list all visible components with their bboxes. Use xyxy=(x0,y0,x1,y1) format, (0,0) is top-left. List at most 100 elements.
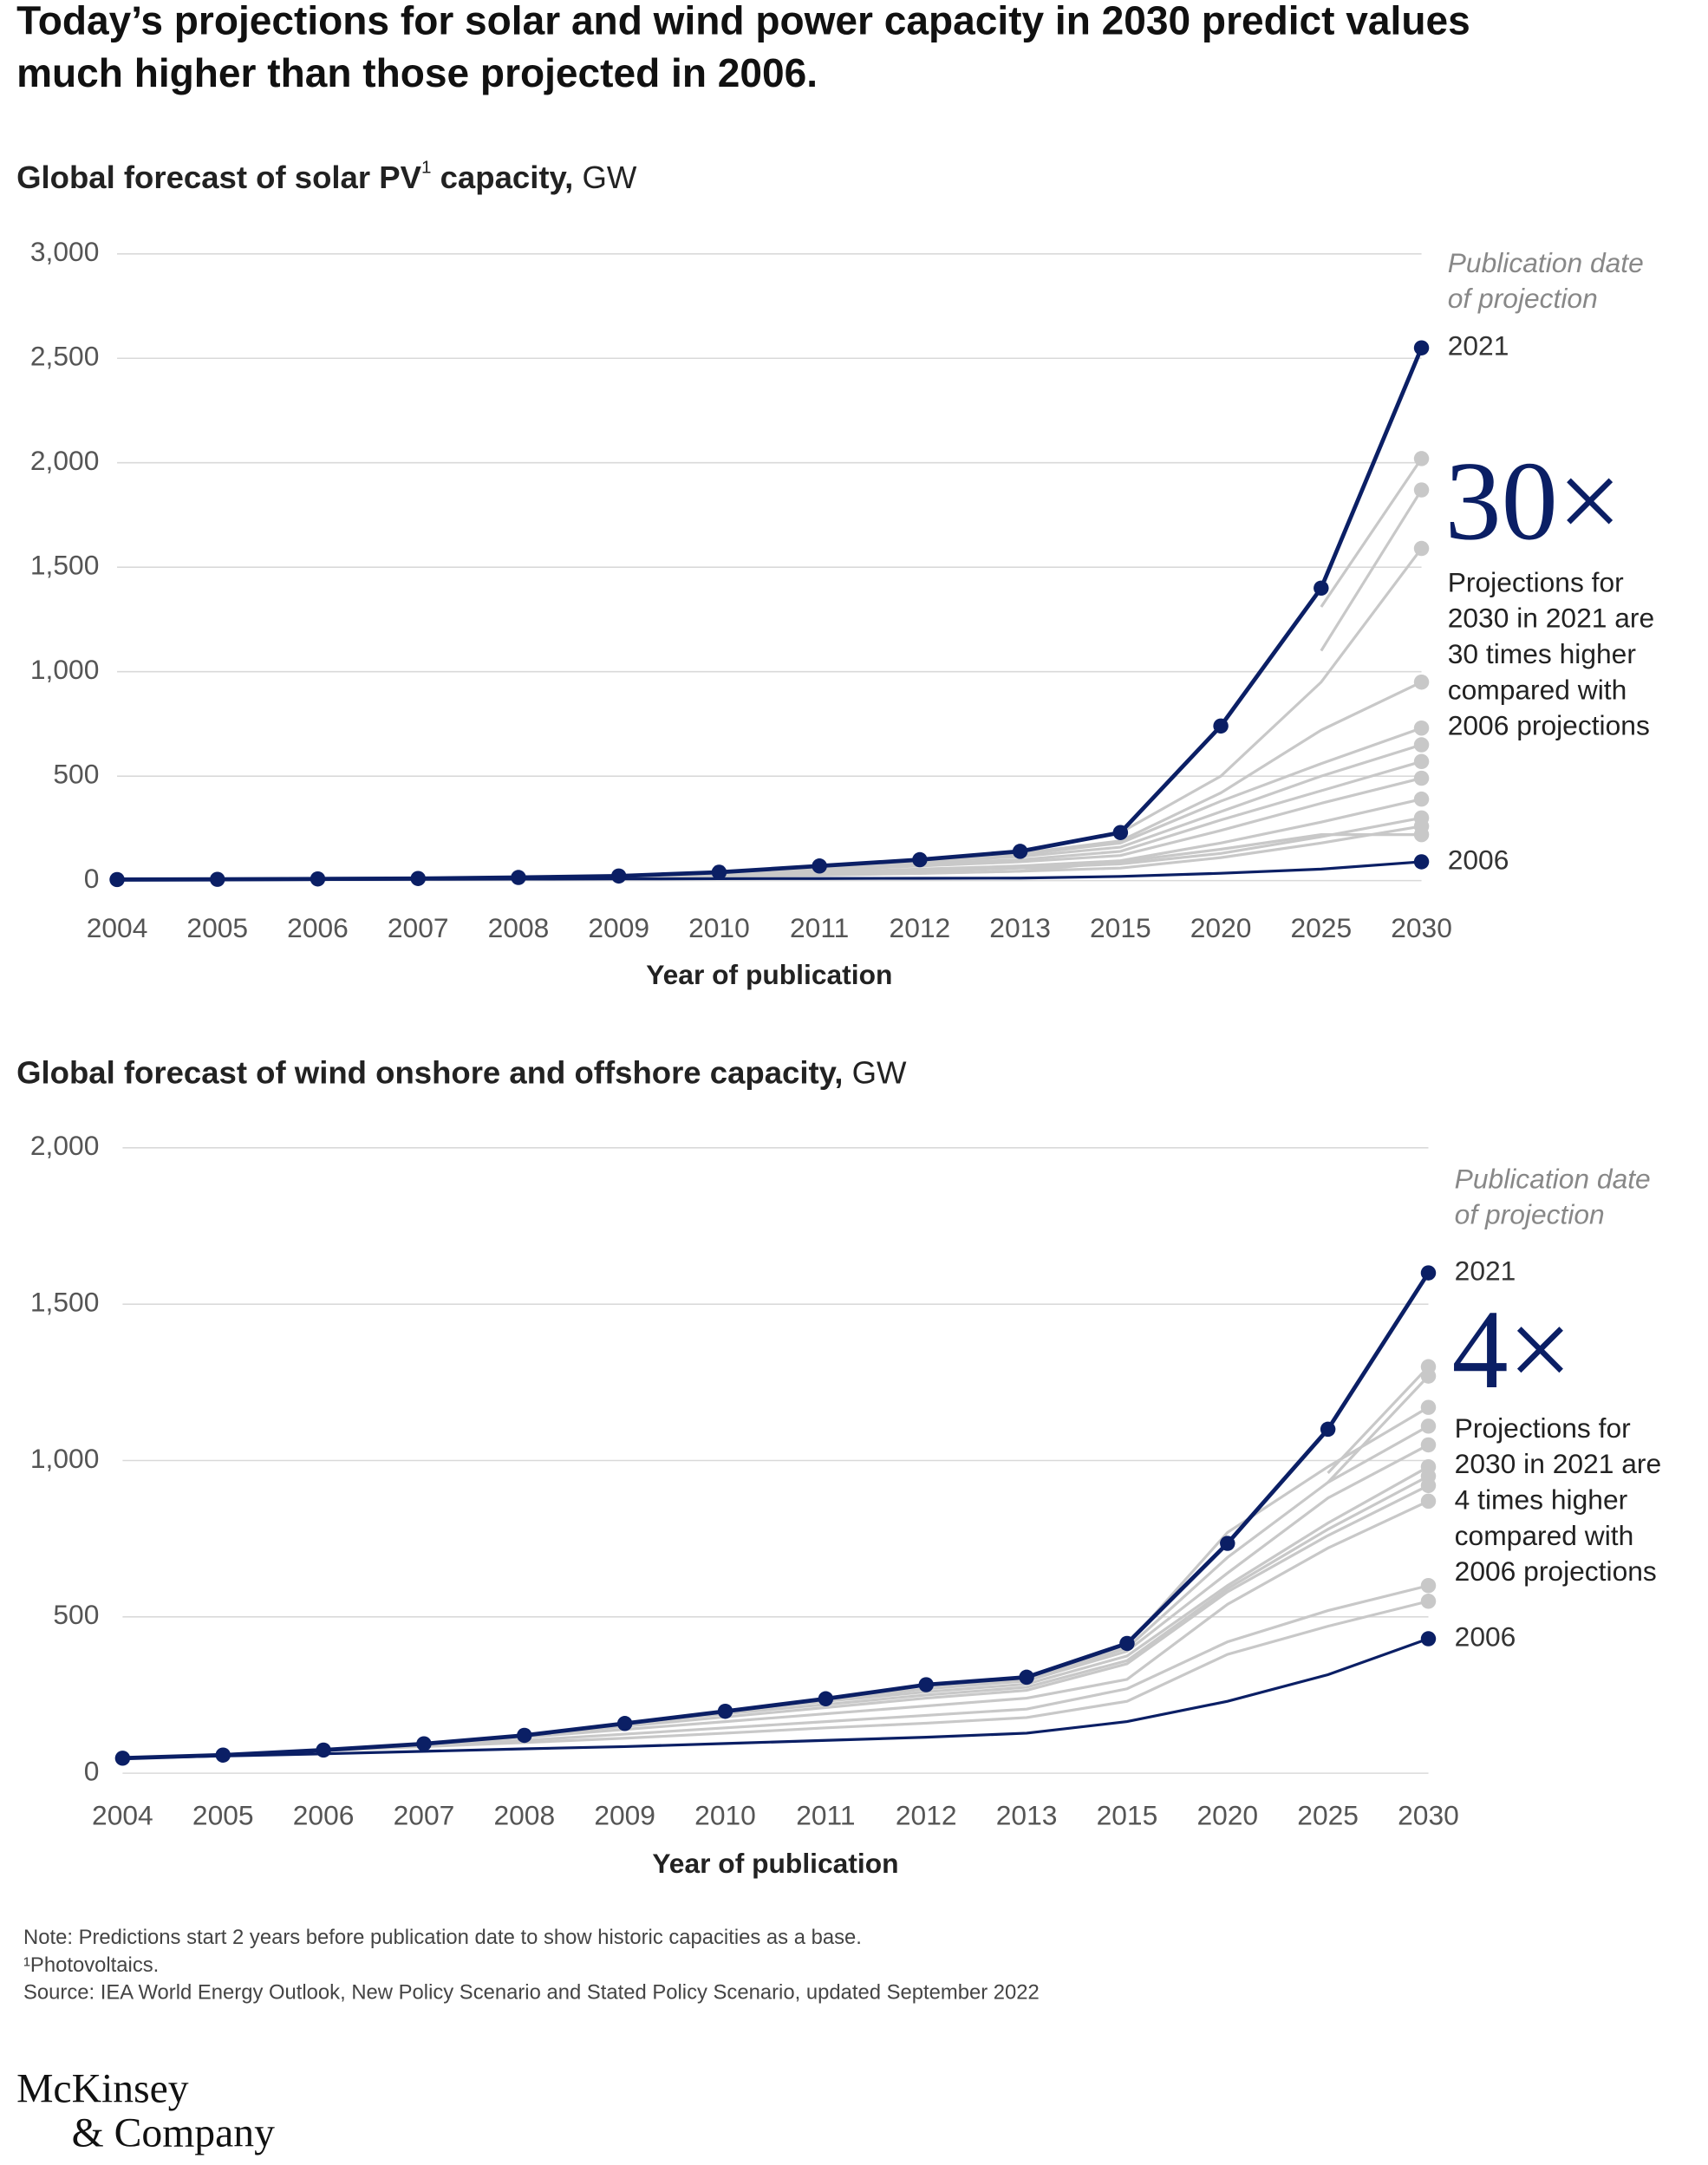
point xyxy=(1420,1265,1437,1281)
annotation-header: of projection xyxy=(1455,1199,1605,1230)
series-line xyxy=(719,743,1423,874)
chart-title-part: Global forecast of wind onshore and offs… xyxy=(16,1054,843,1090)
x-tick-label: 2015 xyxy=(1090,912,1151,943)
x-tick-label: 2007 xyxy=(394,1799,455,1830)
y-tick-label: 2,000 xyxy=(30,445,100,476)
page-title: much higher than those projected in 2006… xyxy=(16,50,818,95)
series-line xyxy=(819,727,1423,868)
y-tick-label: 0 xyxy=(84,863,100,894)
point xyxy=(1413,770,1430,786)
spacer xyxy=(843,1054,851,1090)
x-tick-label: 2015 xyxy=(1097,1799,1158,1830)
x-tick-label: 2030 xyxy=(1398,1799,1459,1830)
point xyxy=(1420,1477,1437,1494)
chart-title-part: GW xyxy=(852,1054,907,1090)
x-tick-label: 2010 xyxy=(688,912,750,943)
x-tick-label: 2006 xyxy=(287,912,349,943)
chart-title-part: 1 xyxy=(421,158,431,178)
annotation-header: of projection xyxy=(1448,283,1598,314)
point xyxy=(1213,718,1229,734)
y-tick-label: 0 xyxy=(84,1756,100,1787)
point xyxy=(1420,1418,1437,1434)
point xyxy=(912,851,928,868)
point xyxy=(1420,1594,1437,1609)
point xyxy=(114,1751,131,1766)
point xyxy=(1420,1578,1437,1594)
point xyxy=(1413,674,1430,690)
series-line xyxy=(518,777,1422,879)
point xyxy=(1420,1631,1437,1647)
footnote: ¹Photovoltaics. xyxy=(23,1953,159,1977)
point xyxy=(1413,854,1430,870)
logo: McKinsey xyxy=(16,2067,189,2112)
y-tick-label: 1,000 xyxy=(30,654,100,685)
point xyxy=(109,871,125,888)
chart-title: Global forecast of wind onshore and offs… xyxy=(16,1054,907,1090)
point xyxy=(416,1736,432,1751)
series-label: 2021 xyxy=(1455,1255,1516,1286)
series-line xyxy=(624,1475,1430,1725)
x-tick-label: 2010 xyxy=(694,1799,756,1830)
series-line xyxy=(926,1425,1430,1687)
annotation-header: Publication date xyxy=(1455,1163,1651,1194)
point xyxy=(1320,1421,1336,1438)
annotation-text: compared with xyxy=(1448,674,1627,705)
point xyxy=(1413,451,1430,466)
point xyxy=(1413,482,1430,498)
point xyxy=(711,864,727,880)
series-line xyxy=(117,347,1424,882)
x-tick-label: 2012 xyxy=(896,1799,957,1830)
x-tick-label: 2013 xyxy=(996,1799,1058,1830)
point xyxy=(1112,825,1129,840)
point xyxy=(1413,340,1430,355)
y-tick-label: 500 xyxy=(53,759,99,790)
series-label: 2006 xyxy=(1455,1620,1516,1652)
x-tick-label: 2004 xyxy=(87,912,148,943)
annotation-text: 2006 projections xyxy=(1455,1555,1657,1587)
y-tick-label: 1,500 xyxy=(30,550,100,581)
series-line xyxy=(122,1637,1430,1760)
series-line xyxy=(1327,1375,1430,1484)
series-label: 2006 xyxy=(1448,844,1509,875)
x-tick-label: 2009 xyxy=(594,1799,655,1830)
point xyxy=(215,1747,231,1763)
point xyxy=(1420,1399,1437,1415)
point xyxy=(1012,844,1028,859)
point xyxy=(610,868,627,884)
series-line xyxy=(1320,489,1423,652)
annotation-text: 2006 projections xyxy=(1448,710,1650,741)
series-line xyxy=(122,1271,1431,1761)
y-tick-label: 500 xyxy=(53,1599,99,1630)
series-line xyxy=(323,1584,1429,1752)
annotation-text: Projections for xyxy=(1448,566,1624,597)
point xyxy=(210,871,225,887)
x-tick-label: 2005 xyxy=(192,1799,254,1830)
point xyxy=(517,1727,532,1744)
point xyxy=(1413,721,1430,736)
point xyxy=(1413,737,1430,753)
source: Source: IEA World Energy Outlook, New Po… xyxy=(23,1981,1040,2005)
series-line xyxy=(1020,547,1423,853)
point xyxy=(1420,1368,1437,1384)
x-tick-label: 2025 xyxy=(1290,912,1352,943)
series-line xyxy=(524,1484,1430,1738)
point xyxy=(1119,1635,1135,1652)
annotation-text: Projections for xyxy=(1455,1412,1631,1444)
point xyxy=(1413,753,1430,770)
y-tick-label: 1,500 xyxy=(30,1287,100,1318)
point xyxy=(1413,540,1430,557)
x-tick-label: 2004 xyxy=(92,1799,153,1830)
multiplier: 30× xyxy=(1445,439,1622,564)
chart-title: Global forecast of solar PV1 capacity, G… xyxy=(16,158,637,195)
series-line xyxy=(1320,458,1423,608)
x-tick-label: 2006 xyxy=(293,1799,355,1830)
x-tick-label: 2008 xyxy=(493,1799,555,1830)
point xyxy=(818,1691,834,1707)
x-axis-title: Year of publication xyxy=(652,1848,898,1879)
x-tick-label: 2030 xyxy=(1391,912,1452,943)
x-tick-label: 2005 xyxy=(186,912,248,943)
y-tick-label: 2,000 xyxy=(30,1130,100,1161)
y-tick-label: 2,500 xyxy=(30,341,100,372)
